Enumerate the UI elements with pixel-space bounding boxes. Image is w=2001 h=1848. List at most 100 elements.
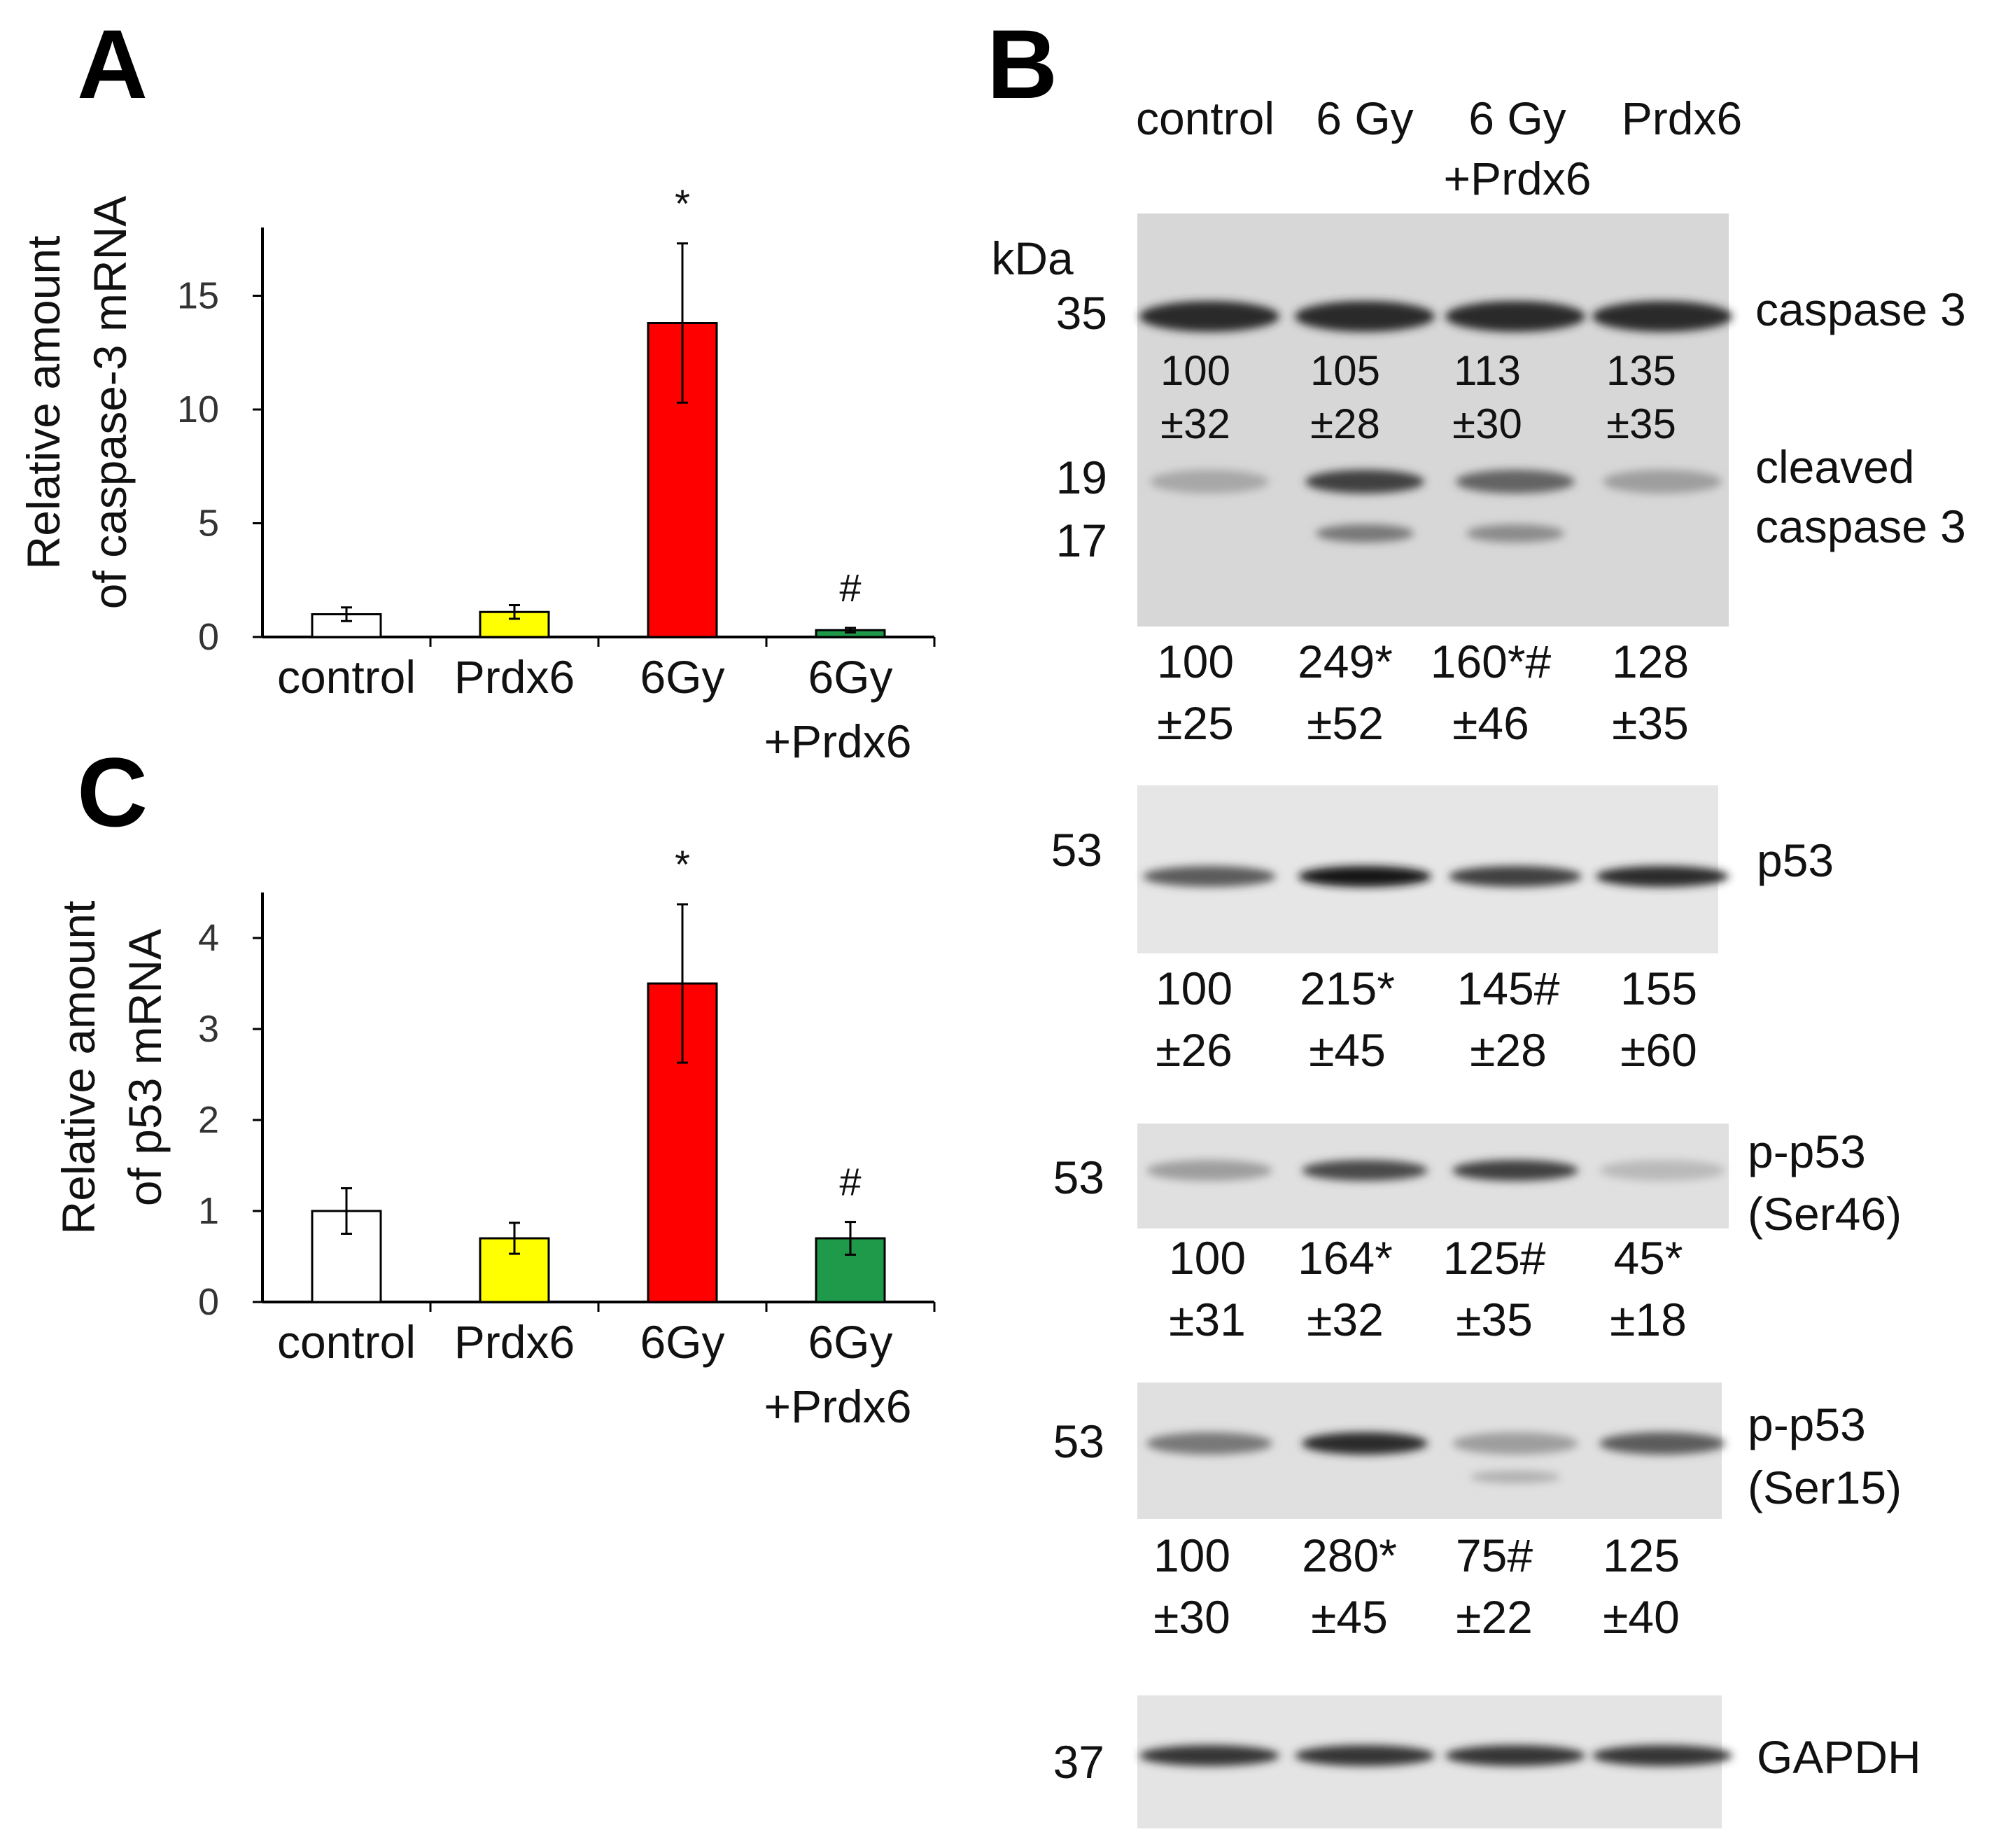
caspase3-inner-quant-sd: ±30: [1452, 400, 1522, 447]
pp53-ser46-quant-value: 100: [1169, 1232, 1246, 1284]
panel-letter-a: A: [77, 9, 148, 119]
band-gapdh: [1139, 1745, 1279, 1766]
blot-caspase3-membrane: [1137, 214, 1729, 626]
blot-label-p53: p53: [1757, 834, 1834, 886]
lane-header-6gy-prdx6-sub: +Prdx6: [1444, 153, 1592, 204]
chart-a-ylabel-line2: of caspase-3 mRNA: [84, 196, 136, 610]
kda-37: 37: [1053, 1736, 1104, 1788]
pp53-ser15-quant-value: 75#: [1456, 1530, 1533, 1581]
chart-a-category-label: control: [277, 651, 416, 703]
chart-c-category-label: 6Gy: [640, 1316, 724, 1368]
band-cleaved-19kda: [1150, 470, 1269, 493]
chart-c-error-bar: [845, 1221, 856, 1256]
chart-c-bar: [479, 1237, 550, 1303]
chart-a-error-bar: [509, 604, 520, 620]
caspase3-quant-value: 160*#: [1431, 636, 1552, 687]
chart-a-ytick-label: 10: [177, 388, 219, 430]
pp53-ser46-quant-sd: ±18: [1610, 1294, 1687, 1345]
caspase3-quant-sd: ±52: [1307, 697, 1384, 749]
chart-c-ytick-label: 0: [198, 1281, 219, 1323]
chart-c-error-bar: [677, 903, 688, 1064]
caspase3-inner-quant-value: 105: [1310, 347, 1380, 394]
p53-quant-value: 145#: [1457, 962, 1560, 1014]
chart-a-caspase3-mrna: Relative amount of caspase-3 mRNA 0 5 10 15…: [17, 181, 936, 767]
chart-c-ytick-label: 1: [198, 1190, 219, 1232]
pp53-ser15-quant-sd: ±45: [1311, 1591, 1388, 1643]
chart-a-ylabel-line1: Relative amount: [17, 236, 69, 570]
chart-a-category-label: Prdx6: [454, 651, 575, 703]
band-pp53-ser15: [1599, 1432, 1725, 1455]
chart-a-category-label: +Prdx6: [764, 715, 912, 767]
band-caspase3: [1295, 301, 1435, 332]
band-caspase3: [1592, 301, 1732, 332]
band-pp53-ser15: [1302, 1432, 1428, 1455]
band-cleaved-17kda: [1316, 524, 1414, 542]
band-pp53-ser15-faint: [1470, 1471, 1561, 1483]
chart-c-significance-mark: #: [839, 1160, 861, 1204]
blot-label-ser46: (Ser46): [1748, 1188, 1902, 1240]
caspase3-inner-quant-value: 135: [1606, 347, 1676, 394]
pp53-ser15-quant-value: 125: [1603, 1530, 1680, 1581]
chart-c-error-bar: [509, 1222, 520, 1255]
chart-c-category-label: Prdx6: [454, 1316, 575, 1368]
pp53-ser46-quant-sd: ±31: [1169, 1294, 1246, 1345]
caspase3-quant-sd: ±35: [1612, 697, 1689, 749]
pp53-ser15-quant-value: 100: [1153, 1530, 1230, 1581]
chart-a-error-bar: [341, 606, 352, 622]
panel-letter-b: B: [987, 9, 1058, 119]
kda-17: 17: [1056, 514, 1107, 566]
band-gapdh: [1592, 1745, 1732, 1766]
caspase3-quant-value: 100: [1157, 636, 1234, 687]
band-cleaved-19kda: [1305, 470, 1424, 493]
kda-35: 35: [1056, 287, 1107, 339]
caspase3-inner-quant-value: 113: [1454, 347, 1521, 394]
chart-c-significance-mark: *: [675, 842, 690, 886]
panel-letter-c: C: [77, 737, 148, 847]
kda-53-ser46: 53: [1053, 1152, 1104, 1203]
pp53-ser46-quant-sd: ±35: [1456, 1294, 1533, 1345]
chart-a-ytick-label: 5: [198, 503, 219, 545]
pp53-ser15-quant-sd: ±30: [1153, 1591, 1230, 1643]
kda-19: 19: [1056, 451, 1107, 503]
chart-a-bar: [647, 322, 718, 638]
chart-a-category-label: 6Gy: [640, 651, 724, 703]
lane-header-prdx6: Prdx6: [1622, 92, 1742, 144]
blot-label-ser15: (Ser15): [1748, 1462, 1902, 1513]
caspase3-inner-quant-sd: ±28: [1310, 400, 1380, 447]
western-blot-panel: control 6 Gy 6 Gy +Prdx6 Prdx6 kDa 35 19…: [991, 92, 1966, 1828]
band-gapdh: [1445, 1745, 1585, 1766]
blot-label-pp53-ser15: p-p53: [1748, 1399, 1866, 1450]
caspase3-inner-quant-value: 100: [1160, 347, 1230, 394]
p53-quant-value: 100: [1156, 962, 1233, 1014]
band-pp53-ser46: [1146, 1160, 1272, 1181]
caspase3-inner-quant-sd: ±35: [1606, 400, 1676, 447]
pp53-ser46-quant-sd: ±32: [1307, 1294, 1384, 1345]
p53-quant-sd: ±45: [1309, 1024, 1386, 1076]
blot-label-gapdh: GAPDH: [1757, 1731, 1921, 1783]
chart-c-ytick-label: 2: [198, 1099, 219, 1141]
chart-a-significance-mark: *: [675, 181, 690, 225]
chart-a-significance-mark: #: [839, 566, 861, 610]
caspase3-quant-value: 128: [1612, 636, 1689, 687]
blot-label-cleaved: cleaved: [1755, 441, 1915, 493]
band-pp53-ser46: [1452, 1160, 1578, 1181]
pp53-ser46-quant-value: 125#: [1443, 1232, 1546, 1284]
band-gapdh: [1295, 1745, 1435, 1766]
pp53-ser15-quant-value: 280*: [1302, 1530, 1397, 1581]
chart-c-ylabel-line1: Relative amount: [52, 901, 104, 1235]
chart-c-category-label: 6Gy: [808, 1316, 892, 1368]
kda-53-p53: 53: [1051, 824, 1102, 876]
chart-c-p53-mrna: Relative amount of p53 mRNA 0 1 2 3 4 * # con…: [52, 842, 936, 1432]
band-caspase3: [1139, 301, 1279, 332]
chart-c-ytick-label: 4: [198, 917, 219, 959]
band-cleaved-19kda: [1456, 470, 1575, 493]
kda-53-ser15: 53: [1053, 1415, 1104, 1467]
band-pp53-ser15: [1452, 1432, 1578, 1455]
band-p53: [1143, 866, 1276, 887]
chart-a-category-label: 6Gy: [808, 651, 892, 703]
pp53-ser46-quant-value: 45*: [1613, 1232, 1683, 1284]
pp53-ser15-quant-sd: ±22: [1456, 1591, 1533, 1643]
chart-c-category-label: +Prdx6: [764, 1380, 912, 1432]
chart-a-error-bar: [845, 626, 856, 634]
chart-c-category-label: control: [277, 1316, 416, 1368]
